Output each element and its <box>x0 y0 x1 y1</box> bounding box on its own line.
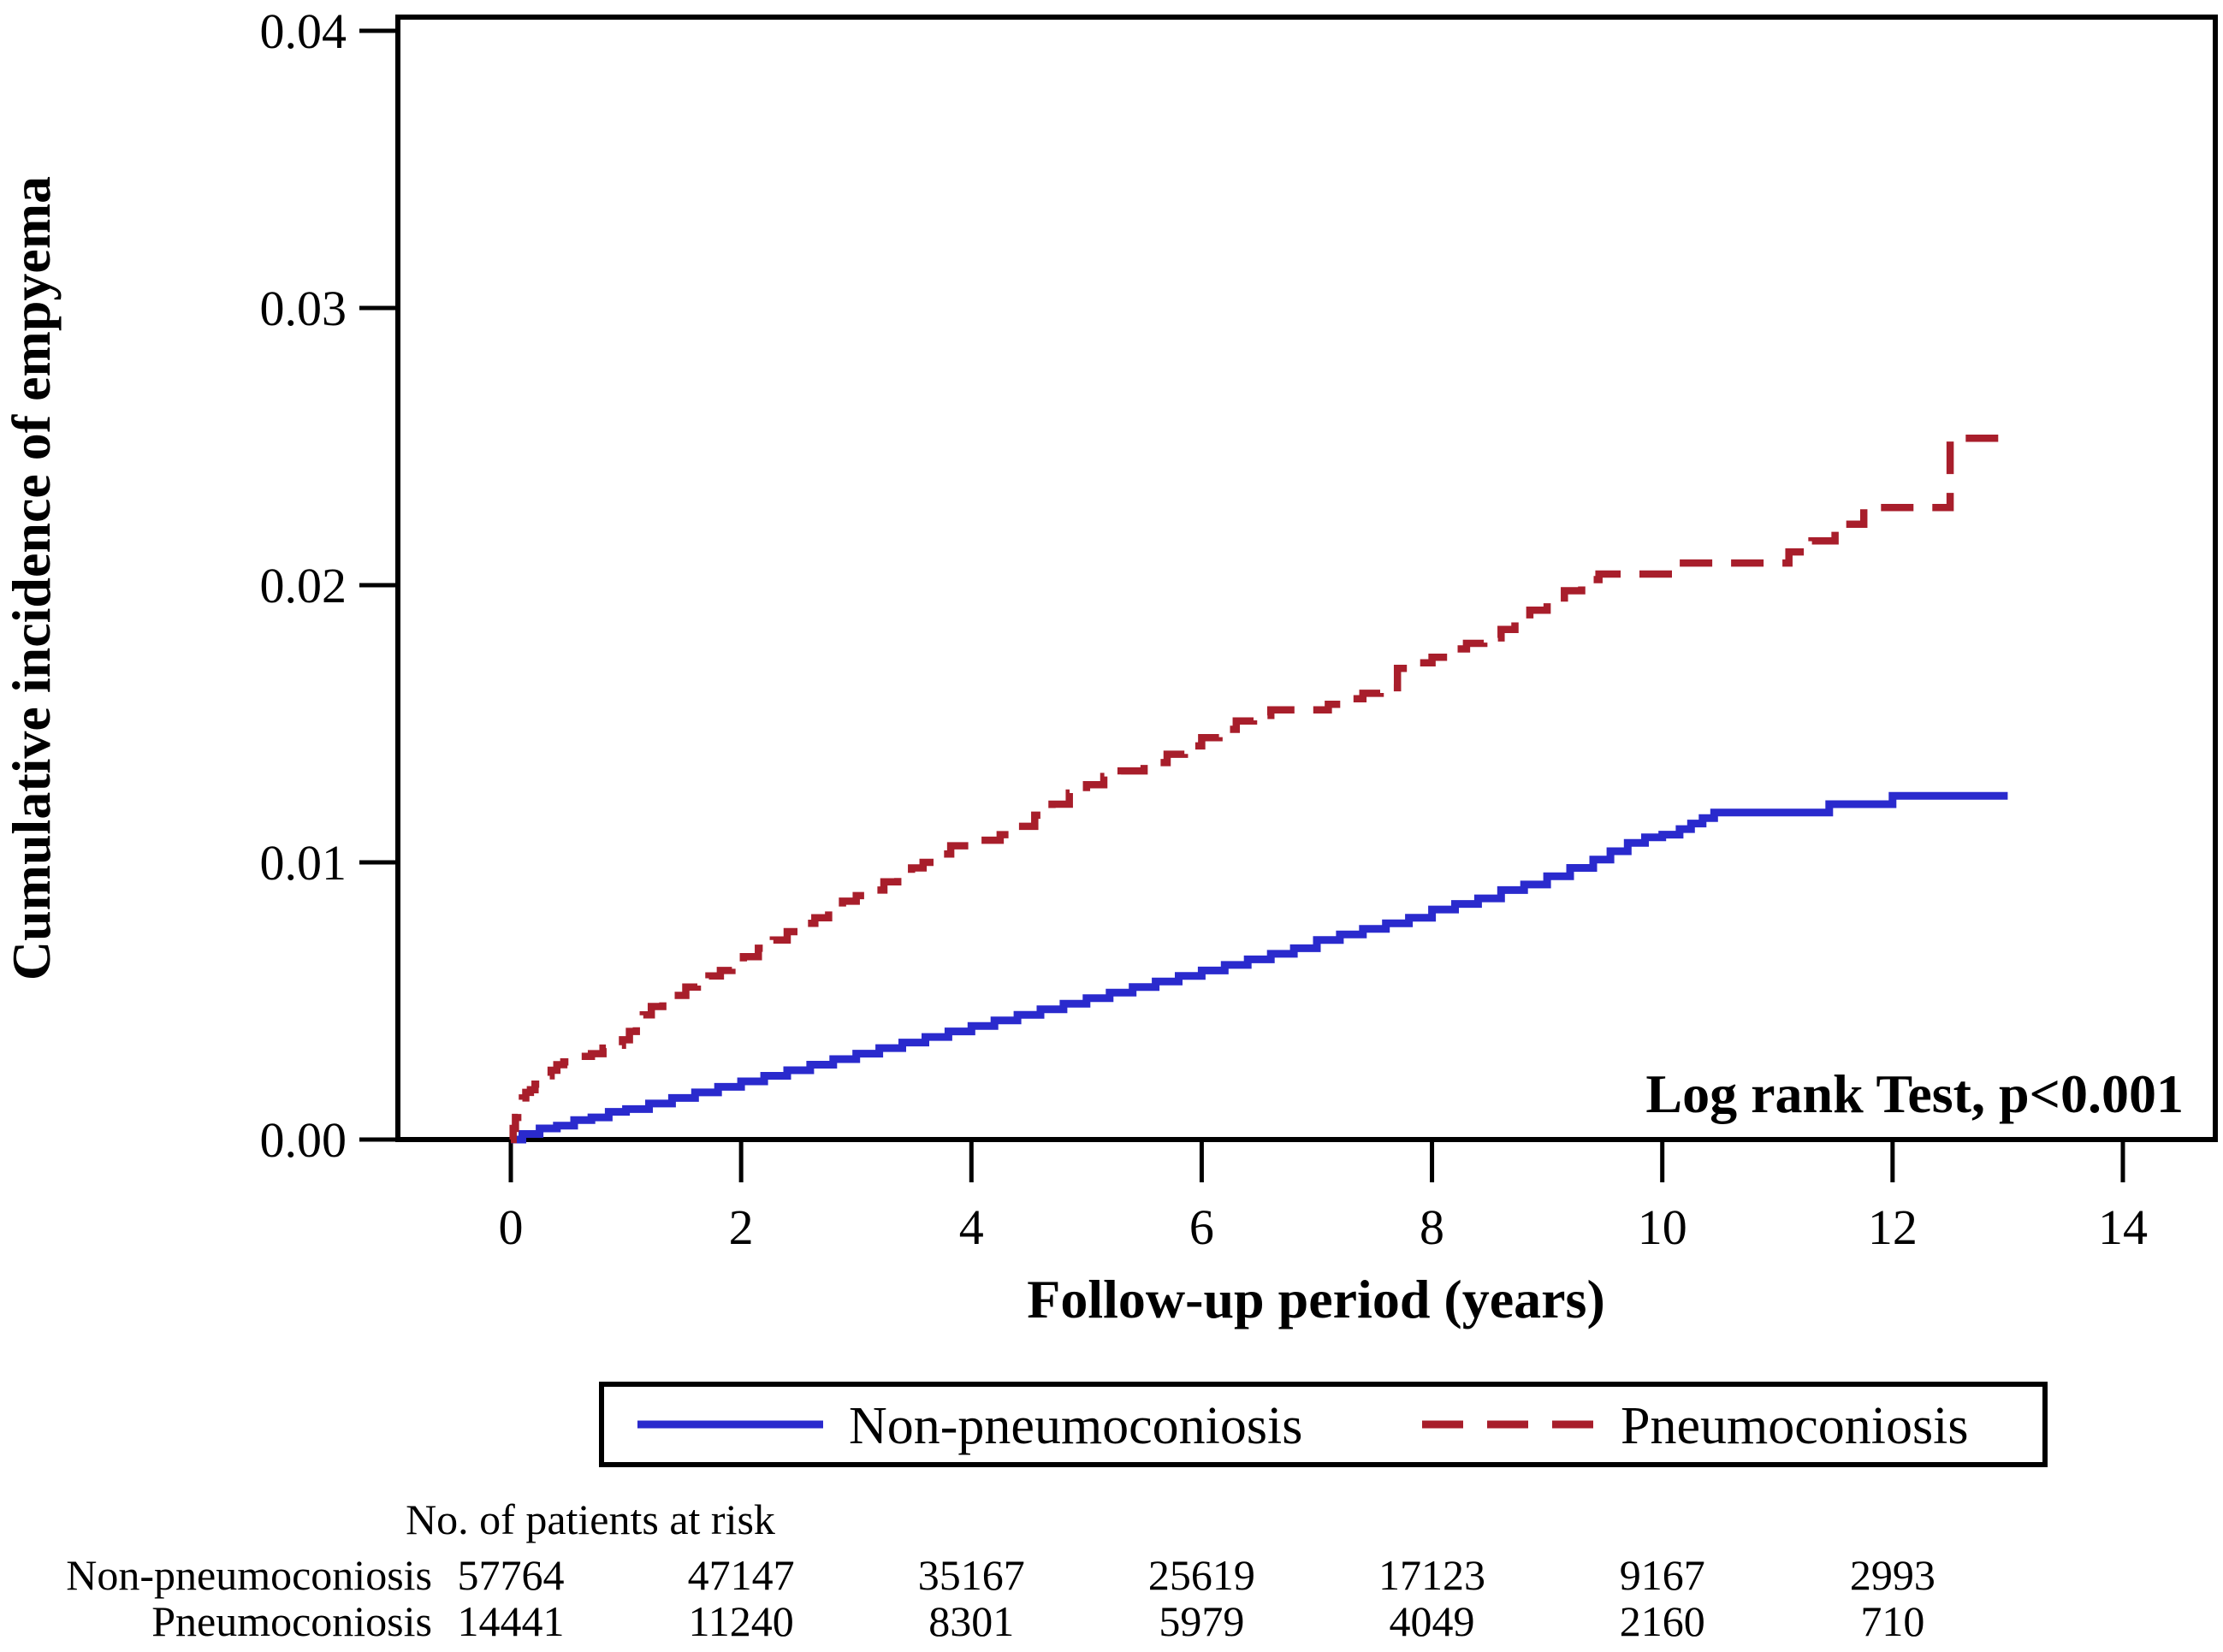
legend-label-pneumoconiosis: Pneumoconiosis <box>1621 1397 1968 1455</box>
series-path-non-pneumoconiosis <box>511 791 2008 1144</box>
y-tick-label: 0.00 <box>260 1112 347 1168</box>
at-risk-value: 57764 <box>458 1551 565 1599</box>
at-risk-value: 14441 <box>458 1597 565 1645</box>
at-risk-value: 8301 <box>928 1597 1014 1645</box>
at-risk-value: 35167 <box>918 1551 1025 1599</box>
y-tick-label: 0.02 <box>260 558 347 613</box>
y-tick-label: 0.01 <box>260 835 347 891</box>
at-risk-value: 4049 <box>1390 1597 1475 1645</box>
at-risk-row-label-non-pneumoconiosis: Non-pneumoconiosis <box>66 1551 432 1599</box>
x-tick-label: 4 <box>959 1199 984 1255</box>
x-axis-title: Follow-up period (years) <box>1027 1269 1605 1329</box>
at-risk-value: 47147 <box>688 1551 795 1599</box>
at-risk-value: 25619 <box>1148 1551 1255 1599</box>
x-tick-label: 8 <box>1420 1199 1444 1255</box>
at-risk-value: 2160 <box>1620 1597 1705 1645</box>
y-axis-ticks: 0.00 0.01 0.02 0.03 0.04 <box>260 3 398 1168</box>
at-risk-value: 11240 <box>689 1597 794 1645</box>
series-curves <box>509 435 2008 1144</box>
plot-frame <box>395 15 2218 1142</box>
legend: Non-pneumoconiosis Pneumoconiosis <box>599 1382 2048 1467</box>
at-risk-value: 5979 <box>1159 1597 1244 1645</box>
x-tick-label: 6 <box>1189 1199 1214 1255</box>
y-tick-label: 0.03 <box>260 281 347 336</box>
at-risk-values: 57764 47147 35167 25619 17123 9167 2993 14441 11… <box>458 1551 1935 1645</box>
y-tick-label: 0.04 <box>260 3 347 59</box>
x-tick-label: 2 <box>729 1199 754 1255</box>
x-axis-ticks: 0 2 4 6 8 10 12 14 <box>499 1140 2148 1255</box>
at-risk-table: No. of patients at risk Non-pneumoconios… <box>66 1495 1935 1645</box>
at-risk-row-label-pneumoconiosis: Pneumoconiosis <box>151 1597 432 1645</box>
y-axis-title: Cumulative incidence of empyema <box>1 176 62 980</box>
at-risk-value: 2993 <box>1850 1551 1935 1599</box>
series-path-pneumoconiosis <box>509 435 2008 1144</box>
at-risk-value: 17123 <box>1378 1551 1485 1599</box>
at-risk-value: 9167 <box>1620 1551 1705 1599</box>
at-risk-header: No. of patients at risk <box>406 1495 775 1543</box>
x-tick-label: 14 <box>2098 1199 2148 1255</box>
x-tick-label: 12 <box>1868 1199 1918 1255</box>
x-tick-label: 0 <box>499 1199 524 1255</box>
legend-label-non-pneumoconiosis: Non-pneumoconiosis <box>849 1397 1302 1455</box>
at-risk-value: 710 <box>1860 1597 1924 1645</box>
logrank-annotation: Log rank Test, p<0.001 <box>1645 1063 2184 1124</box>
x-tick-label: 10 <box>1638 1199 1687 1255</box>
legend-box <box>599 1382 2048 1467</box>
